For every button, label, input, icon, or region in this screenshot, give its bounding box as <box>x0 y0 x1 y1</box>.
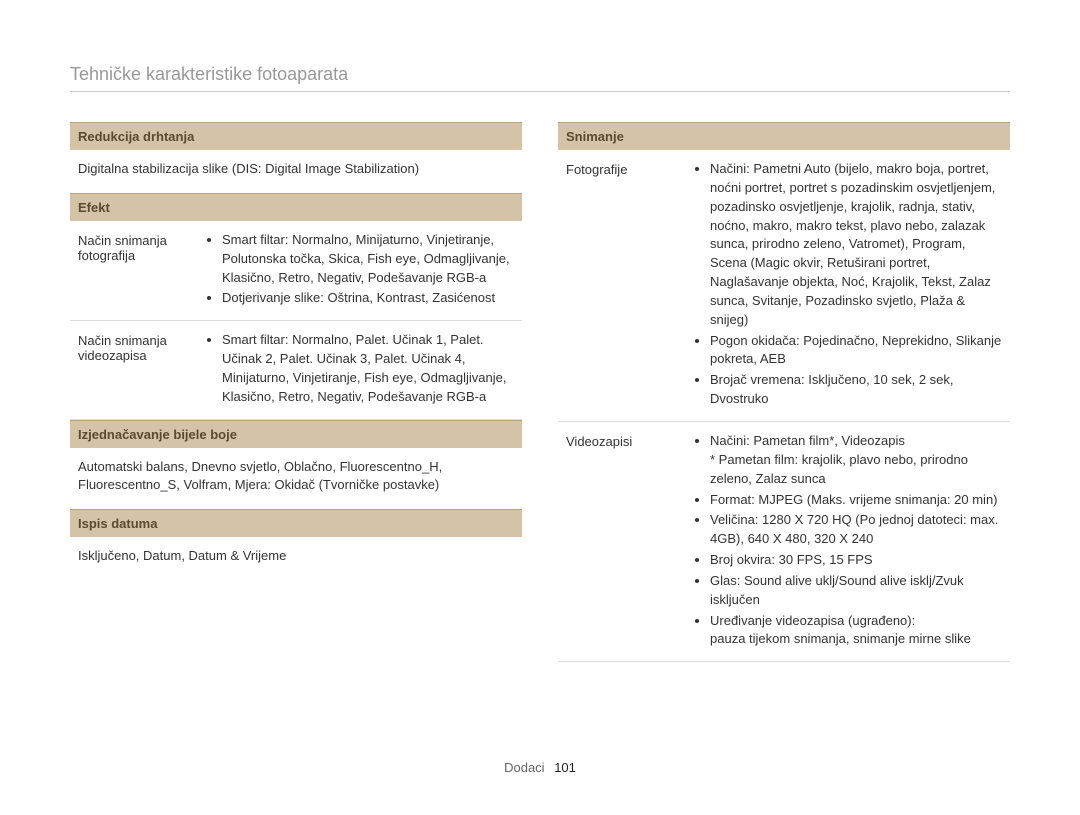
list-item: Uređivanje videozapisa (ugrađeno):pauza … <box>710 612 1002 650</box>
page-title: Tehničke karakteristike fotoaparata <box>70 64 1010 92</box>
list-item: Format: MJPEG (Maks. vrijeme snimanja: 2… <box>710 491 1002 510</box>
list-item: Dotjerivanje slike: Oštrina, Kontrast, Z… <box>222 289 514 308</box>
list-item: Smart filtar: Normalno, Palet. Učinak 1,… <box>222 331 514 406</box>
page-footer: Dodaci 101 <box>0 760 1080 775</box>
section-body-redukcija: Digitalna stabilizacija slike (DIS: Digi… <box>70 150 522 193</box>
spec-label: Način snimanja videozapisa <box>78 331 188 363</box>
footer-label: Dodaci <box>504 760 544 775</box>
list-item: Načini: Pametan film*, Videozapis* Pamet… <box>710 432 1002 489</box>
section-body-date: Isključeno, Datum, Datum & Vrijeme <box>70 537 522 580</box>
section-header-snimanje: Snimanje <box>558 122 1010 150</box>
page-container: Tehničke karakteristike fotoaparata Redu… <box>0 0 1080 662</box>
list-item: Načini: Pametni Auto (bijelo, makro boja… <box>710 160 1002 330</box>
spec-value: Načini: Pametan film*, Videozapis* Pamet… <box>692 432 1002 651</box>
spec-row-videozapisi: Videozapisi Načini: Pametan film*, Video… <box>558 422 1010 662</box>
spec-row-foto: Način snimanja fotografija Smart filtar:… <box>70 221 522 321</box>
section-header-date: Ispis datuma <box>70 509 522 537</box>
list-item: Veličina: 1280 X 720 HQ (Po jednoj datot… <box>710 511 1002 549</box>
spec-label: Način snimanja fotografija <box>78 231 188 263</box>
list-item: Pogon okidača: Pojedinačno, Neprekidno, … <box>710 332 1002 370</box>
spec-label: Videozapisi <box>566 432 676 449</box>
list-item: Broj okvira: 30 FPS, 15 FPS <box>710 551 1002 570</box>
list-item: Smart filtar: Normalno, Minijaturno, Vin… <box>222 231 514 288</box>
section-header-wb: Izjednačavanje bijele boje <box>70 420 522 448</box>
section-header-redukcija: Redukcija drhtanja <box>70 122 522 150</box>
left-column: Redukcija drhtanja Digitalna stabilizaci… <box>70 122 522 662</box>
spec-row-video: Način snimanja videozapisa Smart filtar:… <box>70 321 522 419</box>
bullet-text: Uređivanje videozapisa (ugrađeno):pauza … <box>710 613 971 647</box>
right-column: Snimanje Fotografije Načini: Pametni Aut… <box>558 122 1010 662</box>
bullet-text: Načini: Pametan film*, Videozapis* Pamet… <box>710 433 968 486</box>
list-item: Brojač vremena: Isključeno, 10 sek, 2 se… <box>710 371 1002 409</box>
spec-label: Fotografije <box>566 160 676 177</box>
section-body-wb: Automatski balans, Dnevno svjetlo, Oblač… <box>70 448 522 510</box>
bullet-text: Veličina: 1280 X 720 HQ (Po jednoj datot… <box>710 512 998 546</box>
spec-row-fotografije: Fotografije Načini: Pametni Auto (bijelo… <box>558 150 1010 422</box>
spec-value: Smart filtar: Normalno, Palet. Učinak 1,… <box>204 331 514 408</box>
spec-value: Smart filtar: Normalno, Minijaturno, Vin… <box>204 231 514 310</box>
columns: Redukcija drhtanja Digitalna stabilizaci… <box>70 122 1010 662</box>
footer-page-number: 101 <box>554 760 576 775</box>
list-item: Glas: Sound alive uklj/Sound alive isklj… <box>710 572 1002 610</box>
spec-value: Načini: Pametni Auto (bijelo, makro boja… <box>692 160 1002 411</box>
section-header-efekt: Efekt <box>70 193 522 221</box>
